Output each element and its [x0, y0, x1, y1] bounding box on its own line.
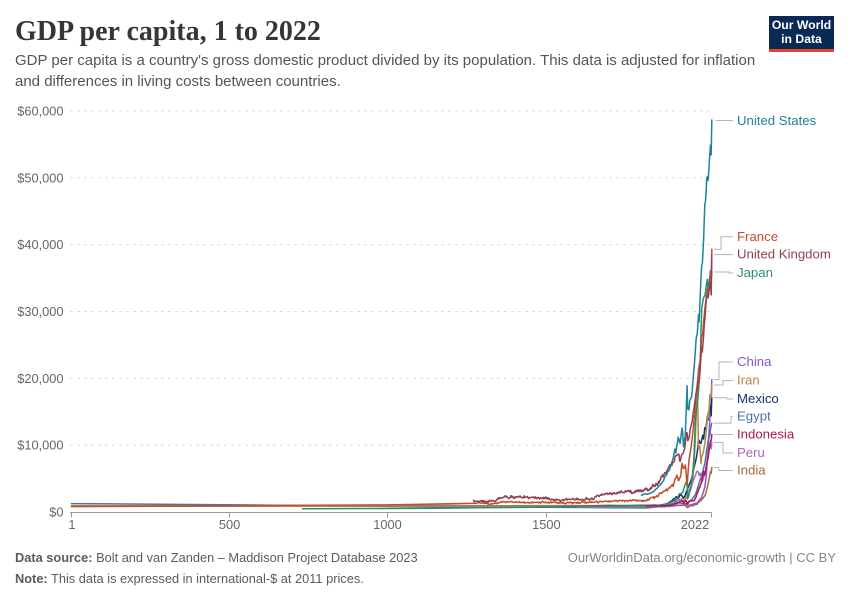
svg-text:Peru: Peru	[737, 445, 765, 460]
svg-text:$60,000: $60,000	[17, 103, 63, 118]
svg-text:Indonesia: Indonesia	[737, 427, 795, 442]
svg-text:United States: United States	[737, 113, 817, 128]
svg-text:1000: 1000	[373, 517, 401, 532]
svg-text:500: 500	[219, 517, 240, 532]
svg-text:United Kingdom: United Kingdom	[737, 247, 831, 262]
svg-text:1: 1	[68, 517, 75, 532]
svg-text:$50,000: $50,000	[17, 170, 63, 185]
svg-text:$10,000: $10,000	[17, 438, 63, 453]
svg-text:Mexico: Mexico	[737, 391, 779, 406]
svg-text:Iran: Iran	[737, 373, 760, 388]
svg-text:France: France	[737, 229, 778, 244]
svg-text:$40,000: $40,000	[17, 237, 63, 252]
svg-text:India: India	[737, 463, 766, 478]
svg-text:Egypt: Egypt	[737, 409, 771, 424]
svg-text:Japan: Japan	[737, 265, 773, 280]
svg-text:$0: $0	[49, 504, 63, 519]
svg-text:2022: 2022	[681, 517, 709, 532]
svg-text:$30,000: $30,000	[17, 304, 63, 319]
svg-text:$20,000: $20,000	[17, 371, 63, 386]
svg-text:China: China	[737, 354, 772, 369]
svg-text:1500: 1500	[532, 517, 560, 532]
